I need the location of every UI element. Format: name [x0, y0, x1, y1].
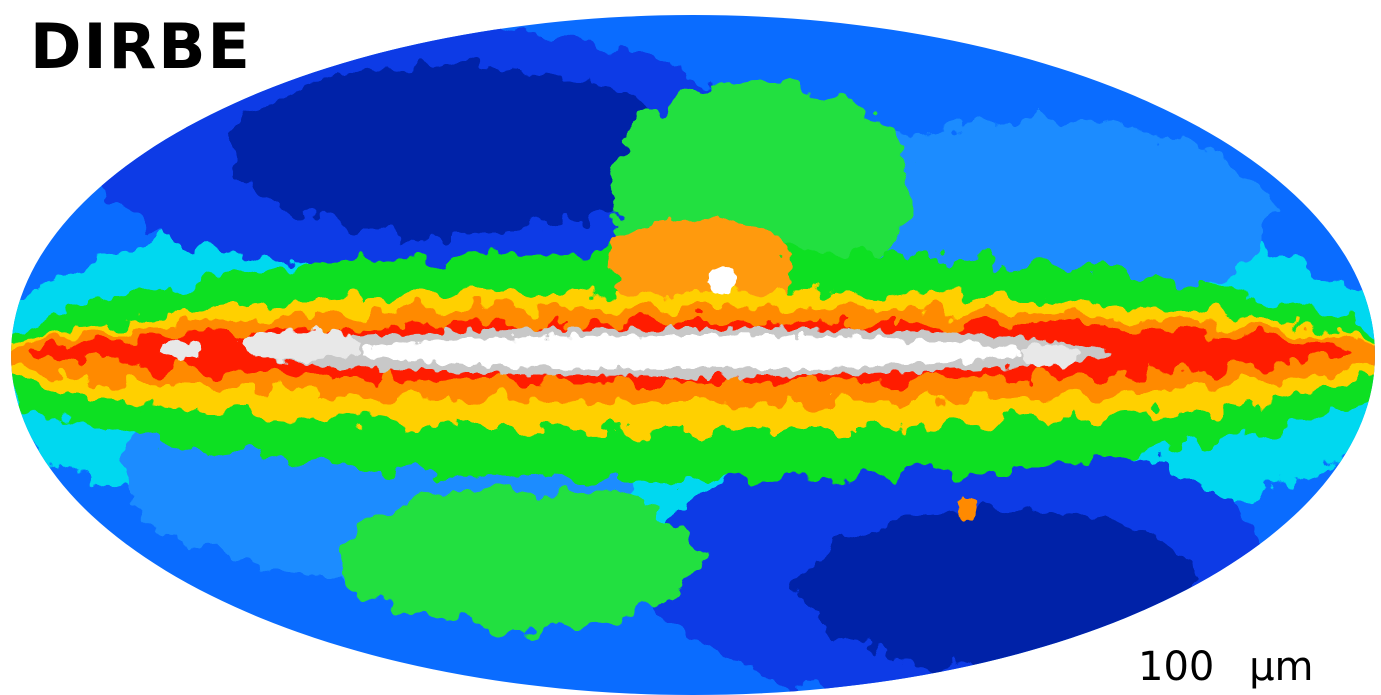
white-core — [360, 335, 1020, 369]
orange-knot — [958, 496, 978, 520]
white-knot — [1020, 343, 1080, 367]
white-knot — [158, 342, 202, 358]
map-title: DIRBE — [30, 10, 252, 83]
wavelength-label: 100 µm — [1138, 644, 1313, 690]
white-knot — [240, 329, 360, 361]
plane-core — [158, 266, 1110, 520]
green-arch — [340, 490, 700, 630]
white-knot — [708, 266, 736, 294]
darkest-region — [230, 65, 670, 235]
